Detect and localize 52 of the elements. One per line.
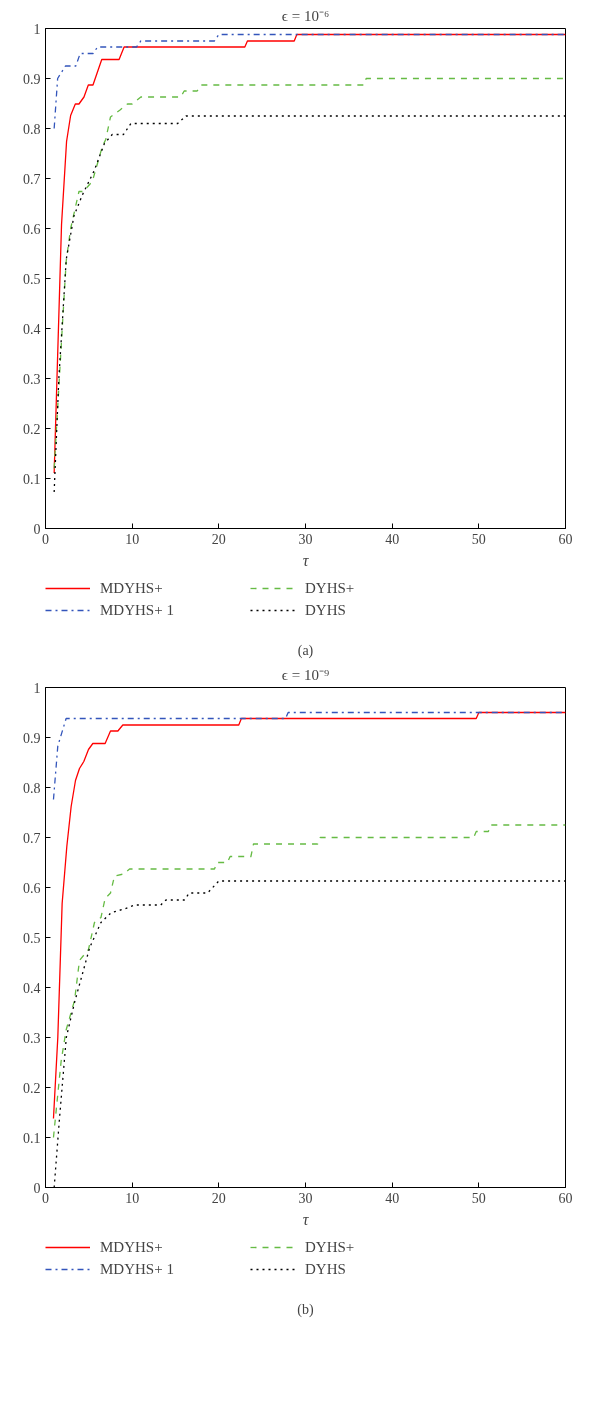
line-series <box>53 33 566 130</box>
x-tick-label: 40 <box>385 531 400 547</box>
legend-label: DYHS <box>305 601 347 619</box>
line-series <box>52 824 566 1139</box>
y-tick-label: 0 <box>33 1180 41 1196</box>
x-tick-label: 50 <box>471 531 486 547</box>
y-tick-label: 0.4 <box>23 321 41 337</box>
legend-label: MDYHS+ 1 <box>100 1260 175 1278</box>
y-tick-label: 0.8 <box>23 780 41 796</box>
y-tick-label: 0.9 <box>23 730 41 746</box>
chart-title: ϵ = 10⁻⁶ <box>281 7 330 24</box>
line-series <box>53 880 566 1188</box>
y-tick-label: 0.7 <box>23 830 41 846</box>
y-tick-label: 0.1 <box>23 1130 41 1146</box>
x-tick-label: 10 <box>125 531 140 547</box>
y-tick-label: 0.9 <box>23 71 41 87</box>
y-tick-label: 1 <box>33 21 41 37</box>
text: (b) <box>297 1301 314 1318</box>
legend-label: MDYHS+ <box>100 579 164 597</box>
y-tick-label: 0.6 <box>23 221 41 237</box>
y-tick-label: 0.5 <box>23 930 41 946</box>
y-tick-label: 0.3 <box>23 1030 41 1046</box>
y-tick-label: 0 <box>33 521 41 537</box>
x-tick-label: 20 <box>211 1190 226 1206</box>
x-tick-label: 30 <box>298 1190 313 1206</box>
legend-label: MDYHS+ <box>100 1238 164 1256</box>
y-tick-label: 0.8 <box>23 121 41 137</box>
x-axis-title: τ <box>302 551 310 569</box>
y-tick-label: 0.4 <box>23 980 41 996</box>
text: (a) <box>297 642 314 659</box>
y-tick-label: 0.2 <box>23 1080 41 1096</box>
y-tick-label: 0.7 <box>23 171 41 187</box>
legend-label: MDYHS+ 1 <box>100 601 175 619</box>
y-tick-label: 1 <box>33 680 41 696</box>
y-tick-label: 0.3 <box>23 371 41 387</box>
x-tick-label: 30 <box>298 531 313 547</box>
y-tick-label: 0.5 <box>23 271 41 287</box>
y-tick-label: 0.2 <box>23 421 41 437</box>
y-tick-label: 0.1 <box>23 471 41 487</box>
x-tick-label: 50 <box>471 1190 486 1206</box>
y-tick-label: 0.6 <box>23 880 41 896</box>
x-tick-label: 10 <box>125 1190 140 1206</box>
legend-label: DYHS <box>305 1260 347 1278</box>
x-tick-label: 60 <box>558 531 573 547</box>
x-axis-title: τ <box>302 1210 310 1228</box>
x-tick-label: 60 <box>558 1190 573 1206</box>
chart-title: ϵ = 10⁻⁹ <box>281 666 330 683</box>
legend-label: DYHS+ <box>305 579 356 597</box>
legend-label: DYHS+ <box>305 1238 356 1256</box>
x-tick-label: 40 <box>385 1190 400 1206</box>
line-series <box>52 711 566 1120</box>
x-tick-label: 20 <box>211 531 226 547</box>
